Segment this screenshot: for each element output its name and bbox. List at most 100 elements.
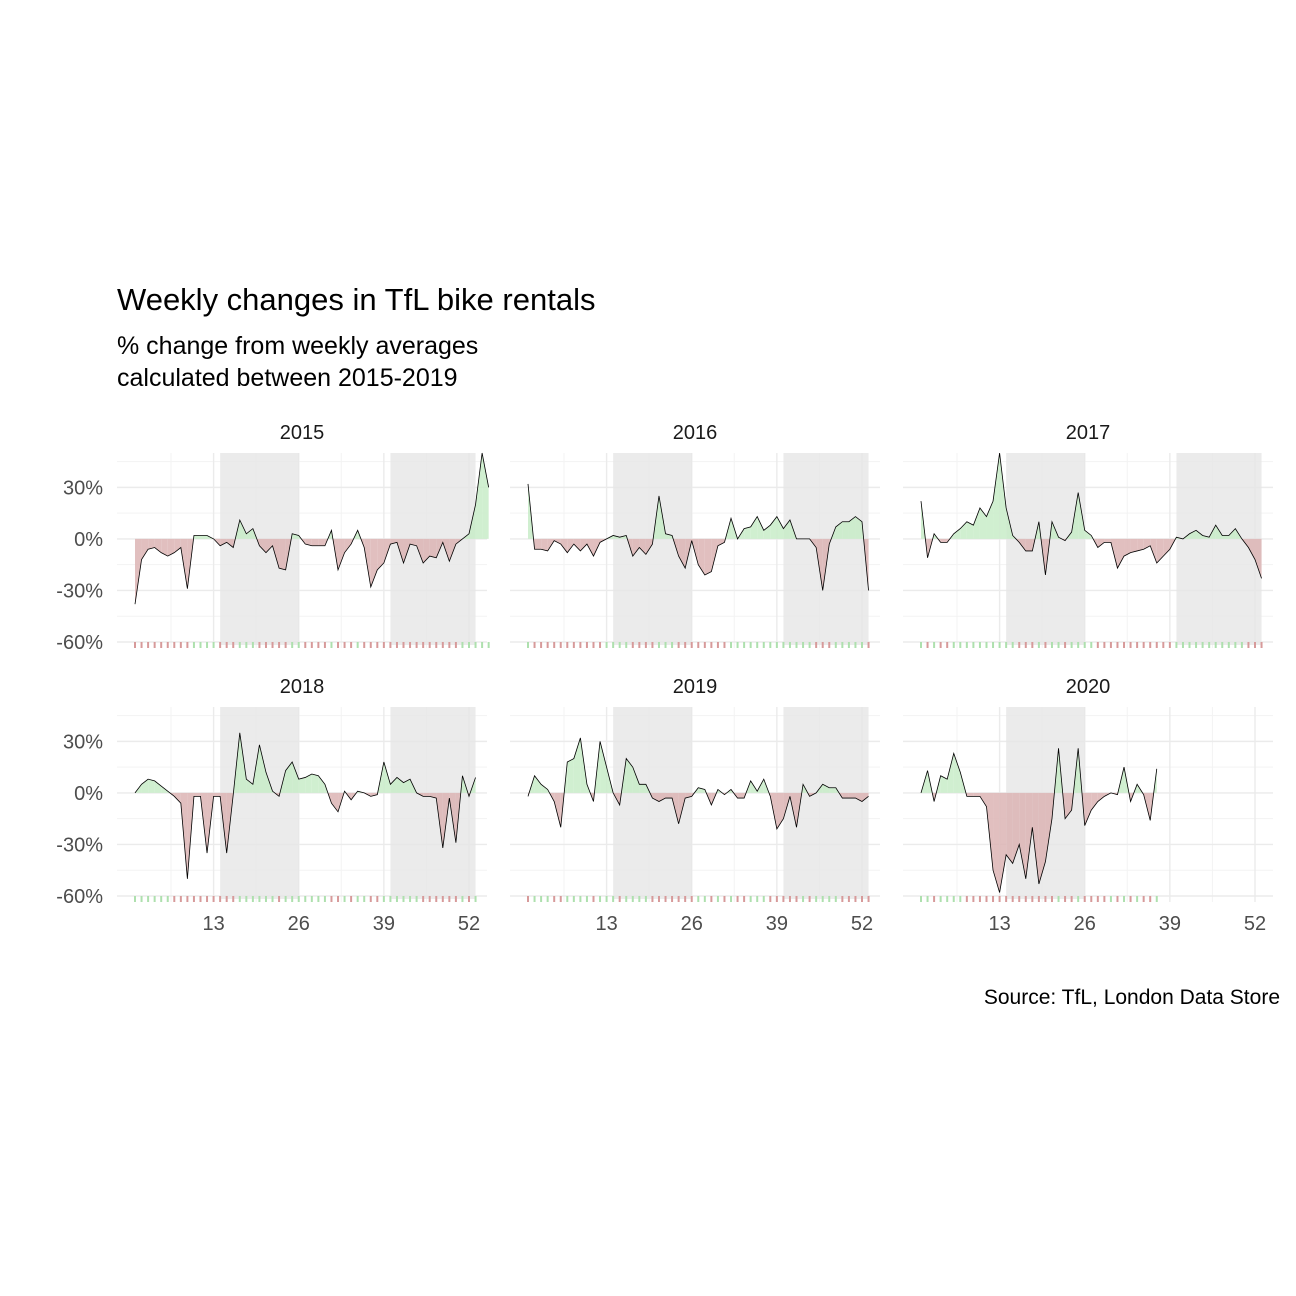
x-tick-label: 39 [1159,913,1181,935]
area-negative [776,792,784,829]
x-tick-label: 39 [373,913,395,935]
quarter-band [1176,453,1262,645]
area-positive [1202,535,1210,539]
area-negative [652,792,659,802]
area-negative [1163,538,1170,557]
area-positive [776,516,784,539]
area-negative [1065,792,1072,819]
area-positive [613,535,620,539]
area-negative [842,792,849,799]
facet-label-2018: 2018 [280,676,325,698]
area-negative [370,792,378,797]
area-negative [855,792,862,802]
area-positive [999,453,1007,539]
y-tick-label: -60% [56,886,103,908]
area-negative [567,538,574,553]
area-positive [246,528,253,539]
facet-panel-2017: 2017 [903,422,1273,648]
area-positive [246,779,253,793]
area-negative [979,792,987,807]
area-negative [318,538,325,546]
area-positive [855,516,862,539]
area-positive [600,741,607,793]
area-negative [541,538,548,551]
facet-panel-2019: 2019 13 26 39 52 [510,676,880,935]
area-positive [541,784,548,793]
area-positive [783,520,790,539]
area-negative [174,792,181,804]
series-line-2020 [920,748,1158,893]
area-positive [822,784,830,793]
area-negative [410,538,417,546]
area-negative [665,792,673,799]
y-tick-label: 0% [74,529,103,551]
area-negative [377,538,384,570]
area-negative [1019,538,1026,551]
area-negative [272,538,280,569]
area-negative [1025,538,1033,551]
chart-subtitle-line-2: calculated between 2015-2019 [117,364,458,392]
area-positive [698,787,705,793]
area-positive [966,521,974,539]
area-negative [1150,538,1157,563]
area-positive [1228,528,1236,539]
area-negative [1025,792,1033,879]
series-line-2015 [134,452,490,605]
area-negative [193,792,201,797]
area-negative [586,538,594,557]
area-negative [344,538,352,553]
y-tick-label: 30% [63,477,103,499]
area-positive [763,525,771,539]
chart-caption: Source: TfL, London Data Store [983,986,1280,1009]
area-positive [390,777,397,793]
area-positive [259,744,266,793]
area-negative [383,538,391,563]
area-negative [161,538,168,557]
area-positive [986,501,994,539]
x-tick-label: 13 [595,913,617,935]
area-negative [265,538,273,553]
area-negative [338,538,345,570]
facet-label-2017: 2017 [1066,422,1111,444]
area-negative [1045,792,1052,862]
area-positive [619,535,627,539]
area-positive [1196,530,1203,539]
area-negative [1248,538,1255,560]
facet-label-2020: 2020 [1066,676,1111,698]
area-negative [174,538,181,553]
area-negative [167,538,175,557]
y-tick-label: 30% [63,731,103,753]
x-tick-label: 52 [851,913,873,935]
area-negative [698,538,705,575]
area-positive [305,774,312,793]
area-negative [1097,538,1105,548]
y-tick-label: -30% [56,834,103,856]
area-negative [554,792,561,828]
area-positive [1215,525,1223,539]
area-negative [429,538,437,558]
area-negative [711,538,718,572]
area-negative [423,792,430,797]
area-negative [940,538,948,543]
area-negative [331,792,339,812]
area-positive [632,767,640,793]
facet-label-2015: 2015 [280,422,325,444]
area-negative [423,538,430,563]
chart-title: Weekly changes in TfL bike rentals [117,282,596,317]
area-positive [239,520,247,539]
area-positive [1084,530,1092,539]
area-positive [475,453,483,539]
area-positive [567,758,574,793]
area-negative [1097,792,1105,802]
area-negative [1130,538,1138,553]
area-negative [678,538,686,569]
area-negative [639,538,646,555]
area-negative [370,538,378,588]
area-negative [645,538,653,555]
area-positive [744,526,751,539]
area-negative [632,538,640,557]
series-line-2017 [920,452,1262,579]
area-negative [403,538,411,563]
area-negative [449,538,456,562]
